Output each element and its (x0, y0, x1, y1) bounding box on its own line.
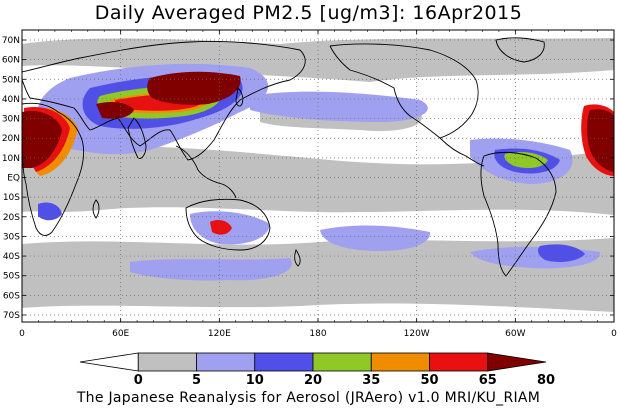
colorbar-tick-label: 80 (537, 373, 555, 388)
coast-south-america (480, 151, 557, 277)
gray-region-tropics (22, 145, 614, 215)
gridlines (22, 30, 614, 322)
lon-label: 60E (112, 329, 129, 339)
lon-label: 0 (19, 329, 25, 339)
lon-label: 120E (208, 329, 231, 339)
coast-central-america (439, 137, 485, 167)
coast-japan (235, 87, 244, 107)
blue-region-africa-south (38, 202, 62, 221)
green-region-americas (504, 152, 548, 168)
darkred-region-africa (22, 110, 62, 168)
coast-europe-asia (22, 41, 306, 161)
gray-region-north (22, 38, 614, 82)
latitude-axis: 70N 60N 50N 40N 30N 20N 10N EQ 10S 20S 30S 40S 50S 60… (2, 36, 614, 321)
darkred-region-east (587, 109, 614, 172)
colorbar-tick-label: 50 (420, 373, 438, 388)
colorbar-tick-label: 20 (304, 373, 322, 388)
colorbar-swatch (487, 352, 547, 372)
longitude-axis: 0 60E 120E 180 120W 60W 0 (19, 30, 617, 339)
coast-africa (22, 102, 85, 236)
darkred-region-asia-2 (96, 102, 134, 119)
lightblue-region-south-pacific (320, 225, 431, 252)
lat-label: 40S (3, 252, 20, 262)
colorbar: 0 5 10 20 35 50 65 80 (79, 352, 555, 388)
lat-label: 30S (3, 232, 20, 242)
coast-se-asia (175, 145, 237, 199)
lightblue-region-south-atlantic (130, 258, 292, 281)
colorbar-tick-label: 65 (479, 373, 497, 388)
colorbar-swatch (370, 352, 430, 372)
lon-label: 120W (404, 329, 430, 339)
colorbar-tick-label: 0 (134, 373, 143, 388)
coast-india (127, 117, 147, 159)
lat-label: 20N (2, 134, 20, 144)
lat-label: 40N (2, 95, 20, 105)
colorbar-swatch (79, 352, 139, 372)
colorbar-tick-label: 10 (246, 373, 264, 388)
lat-label: 60S (3, 291, 20, 301)
colorbar-swatch (254, 352, 314, 372)
coast-madagascar (92, 199, 100, 219)
colorbar-swatch (312, 352, 372, 372)
colorbar-swatch (137, 352, 197, 372)
coast-nz (294, 248, 301, 267)
colorbar-swatch (429, 352, 489, 372)
lon-label: 180 (309, 329, 326, 339)
lat-label: 70N (2, 36, 20, 46)
lat-label: 70S (3, 311, 20, 321)
lat-label: 10N (2, 154, 20, 164)
lat-label: 60N (2, 56, 20, 66)
coastlines (22, 37, 557, 277)
map-title: Daily Averaged PM2.5 [ug/m3]: 16Apr2015 (94, 2, 523, 24)
lat-label: 50N (2, 75, 20, 85)
darkred-region-asia (147, 71, 241, 105)
coast-north-america (329, 43, 479, 139)
blue-region-south (537, 244, 585, 262)
coast-greenland (495, 37, 545, 63)
colorbar-tick-label: 5 (192, 373, 201, 388)
lat-label: 10S (3, 193, 20, 203)
lon-label: 60W (505, 329, 525, 339)
coast-australia (185, 198, 271, 251)
lat-label: 50S (3, 272, 20, 282)
lat-label: EQ (7, 174, 20, 184)
lat-label: 30N (2, 115, 20, 125)
footer-credit: The Japanese Reanalysis for Aerosol (JRA… (76, 390, 541, 406)
colorbar-swatch (196, 352, 256, 372)
colorbar-tick-label: 35 (362, 373, 380, 388)
red-region-australia (210, 220, 232, 235)
lat-label: 20S (3, 213, 20, 223)
lon-label: 0 (611, 329, 617, 339)
